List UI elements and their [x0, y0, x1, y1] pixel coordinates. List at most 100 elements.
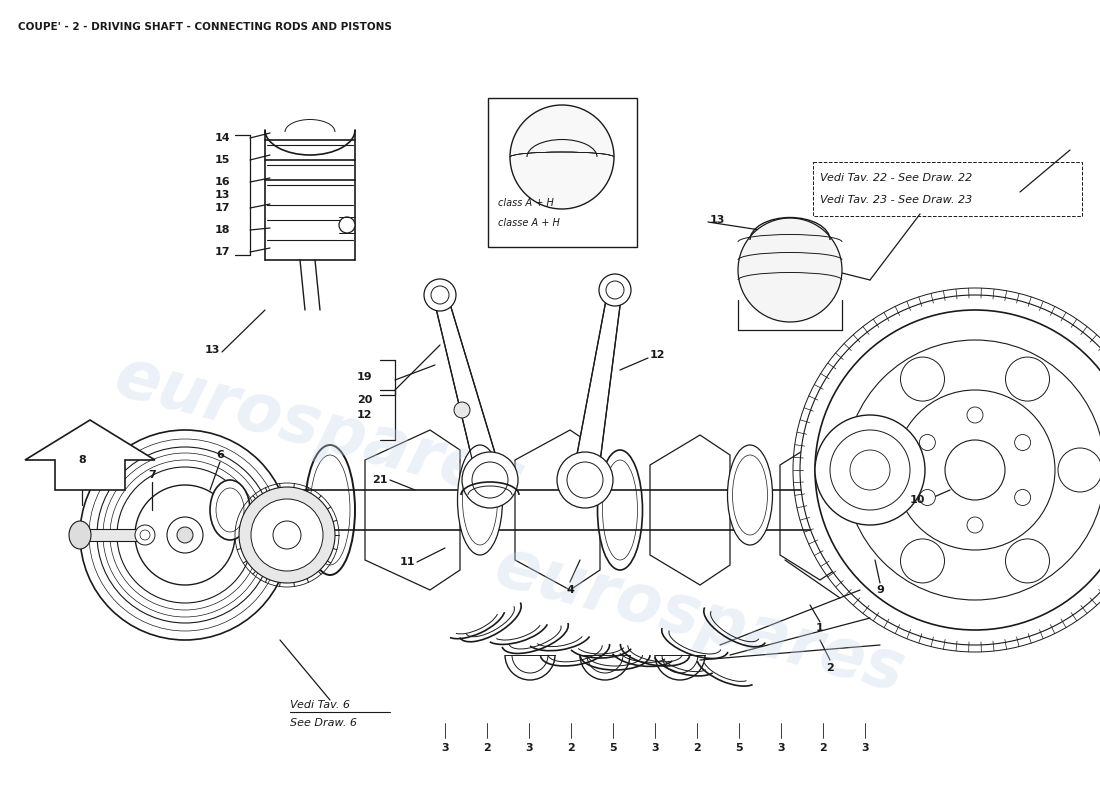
Circle shape — [815, 415, 925, 525]
Ellipse shape — [847, 450, 892, 570]
Circle shape — [273, 521, 301, 549]
Circle shape — [945, 440, 1005, 500]
Circle shape — [454, 402, 470, 418]
Text: 13: 13 — [205, 345, 220, 355]
Ellipse shape — [210, 480, 250, 540]
Ellipse shape — [733, 455, 768, 535]
Circle shape — [339, 217, 355, 233]
Polygon shape — [780, 440, 850, 580]
FancyBboxPatch shape — [488, 98, 637, 247]
Circle shape — [901, 539, 945, 583]
Polygon shape — [650, 435, 730, 585]
Ellipse shape — [727, 445, 772, 545]
Circle shape — [557, 452, 613, 508]
Text: 3: 3 — [861, 743, 869, 753]
Text: 9: 9 — [876, 585, 884, 595]
Text: class A + H: class A + H — [498, 198, 554, 208]
Text: 19: 19 — [356, 372, 372, 382]
Text: COUPE' - 2 - DRIVING SHAFT - CONNECTING RODS AND PISTONS: COUPE' - 2 - DRIVING SHAFT - CONNECTING … — [18, 22, 392, 32]
Polygon shape — [573, 289, 622, 482]
Text: 16: 16 — [214, 177, 230, 187]
Text: 3: 3 — [778, 743, 784, 753]
Text: 12: 12 — [356, 410, 372, 420]
Circle shape — [850, 450, 890, 490]
Circle shape — [462, 452, 518, 508]
Text: 17: 17 — [214, 203, 230, 213]
Text: 4: 4 — [566, 585, 574, 595]
Circle shape — [510, 105, 614, 209]
Circle shape — [967, 407, 983, 423]
Circle shape — [815, 310, 1100, 630]
Text: 2: 2 — [568, 743, 575, 753]
Text: 3: 3 — [525, 743, 532, 753]
Text: See Draw. 6: See Draw. 6 — [290, 718, 358, 728]
Text: 10: 10 — [910, 495, 925, 505]
Ellipse shape — [603, 460, 638, 560]
Ellipse shape — [305, 445, 355, 575]
Text: 13: 13 — [710, 215, 725, 225]
Text: 11: 11 — [399, 557, 415, 567]
Circle shape — [848, 448, 892, 492]
Text: eurospares: eurospares — [488, 534, 912, 706]
Circle shape — [117, 467, 253, 603]
Text: 3: 3 — [441, 743, 449, 753]
Circle shape — [738, 218, 842, 322]
Text: 5: 5 — [609, 743, 617, 753]
Circle shape — [177, 527, 192, 543]
Ellipse shape — [462, 455, 497, 545]
Text: 21: 21 — [373, 475, 388, 485]
Text: Vedi Tav. 6: Vedi Tav. 6 — [290, 700, 350, 710]
Circle shape — [1005, 357, 1049, 401]
Bar — [80, 529, 145, 541]
Polygon shape — [433, 293, 503, 483]
Ellipse shape — [69, 521, 91, 549]
Circle shape — [800, 295, 1100, 645]
Ellipse shape — [135, 525, 155, 545]
Text: 14: 14 — [214, 133, 230, 143]
Text: 2: 2 — [826, 663, 834, 673]
Text: 5: 5 — [735, 743, 743, 753]
Text: 6: 6 — [216, 450, 224, 460]
Text: 2: 2 — [693, 743, 701, 753]
Text: 13: 13 — [214, 190, 230, 200]
Circle shape — [600, 274, 631, 306]
Circle shape — [1014, 434, 1031, 450]
Text: Vedi Tav. 23 - See Draw. 23: Vedi Tav. 23 - See Draw. 23 — [820, 195, 972, 205]
Ellipse shape — [140, 530, 150, 540]
Text: classe A + H: classe A + H — [498, 218, 560, 228]
Circle shape — [135, 485, 235, 585]
Text: 2: 2 — [820, 743, 827, 753]
Circle shape — [80, 430, 290, 640]
Polygon shape — [515, 430, 600, 590]
Ellipse shape — [458, 445, 503, 555]
Circle shape — [967, 517, 983, 533]
Circle shape — [901, 357, 945, 401]
Circle shape — [239, 487, 336, 583]
Circle shape — [472, 462, 508, 498]
Circle shape — [566, 462, 603, 498]
Text: 3: 3 — [651, 743, 659, 753]
Text: 20: 20 — [356, 395, 372, 405]
Text: 2: 2 — [483, 743, 491, 753]
Circle shape — [97, 447, 273, 623]
Circle shape — [1005, 539, 1049, 583]
Polygon shape — [365, 430, 460, 590]
Circle shape — [606, 281, 624, 299]
Circle shape — [830, 430, 910, 510]
Circle shape — [251, 499, 323, 571]
Circle shape — [1058, 448, 1100, 492]
Text: 7: 7 — [148, 470, 156, 480]
Text: Vedi Tav. 22 - See Draw. 22: Vedi Tav. 22 - See Draw. 22 — [820, 173, 972, 183]
Circle shape — [431, 286, 449, 304]
Ellipse shape — [310, 455, 350, 565]
Circle shape — [1014, 490, 1031, 506]
Ellipse shape — [216, 488, 244, 532]
Text: 15: 15 — [214, 155, 230, 165]
Ellipse shape — [597, 450, 642, 570]
Ellipse shape — [852, 460, 888, 560]
Circle shape — [920, 490, 935, 506]
Text: 12: 12 — [650, 350, 666, 360]
Circle shape — [920, 434, 935, 450]
Circle shape — [845, 340, 1100, 600]
Circle shape — [167, 517, 204, 553]
